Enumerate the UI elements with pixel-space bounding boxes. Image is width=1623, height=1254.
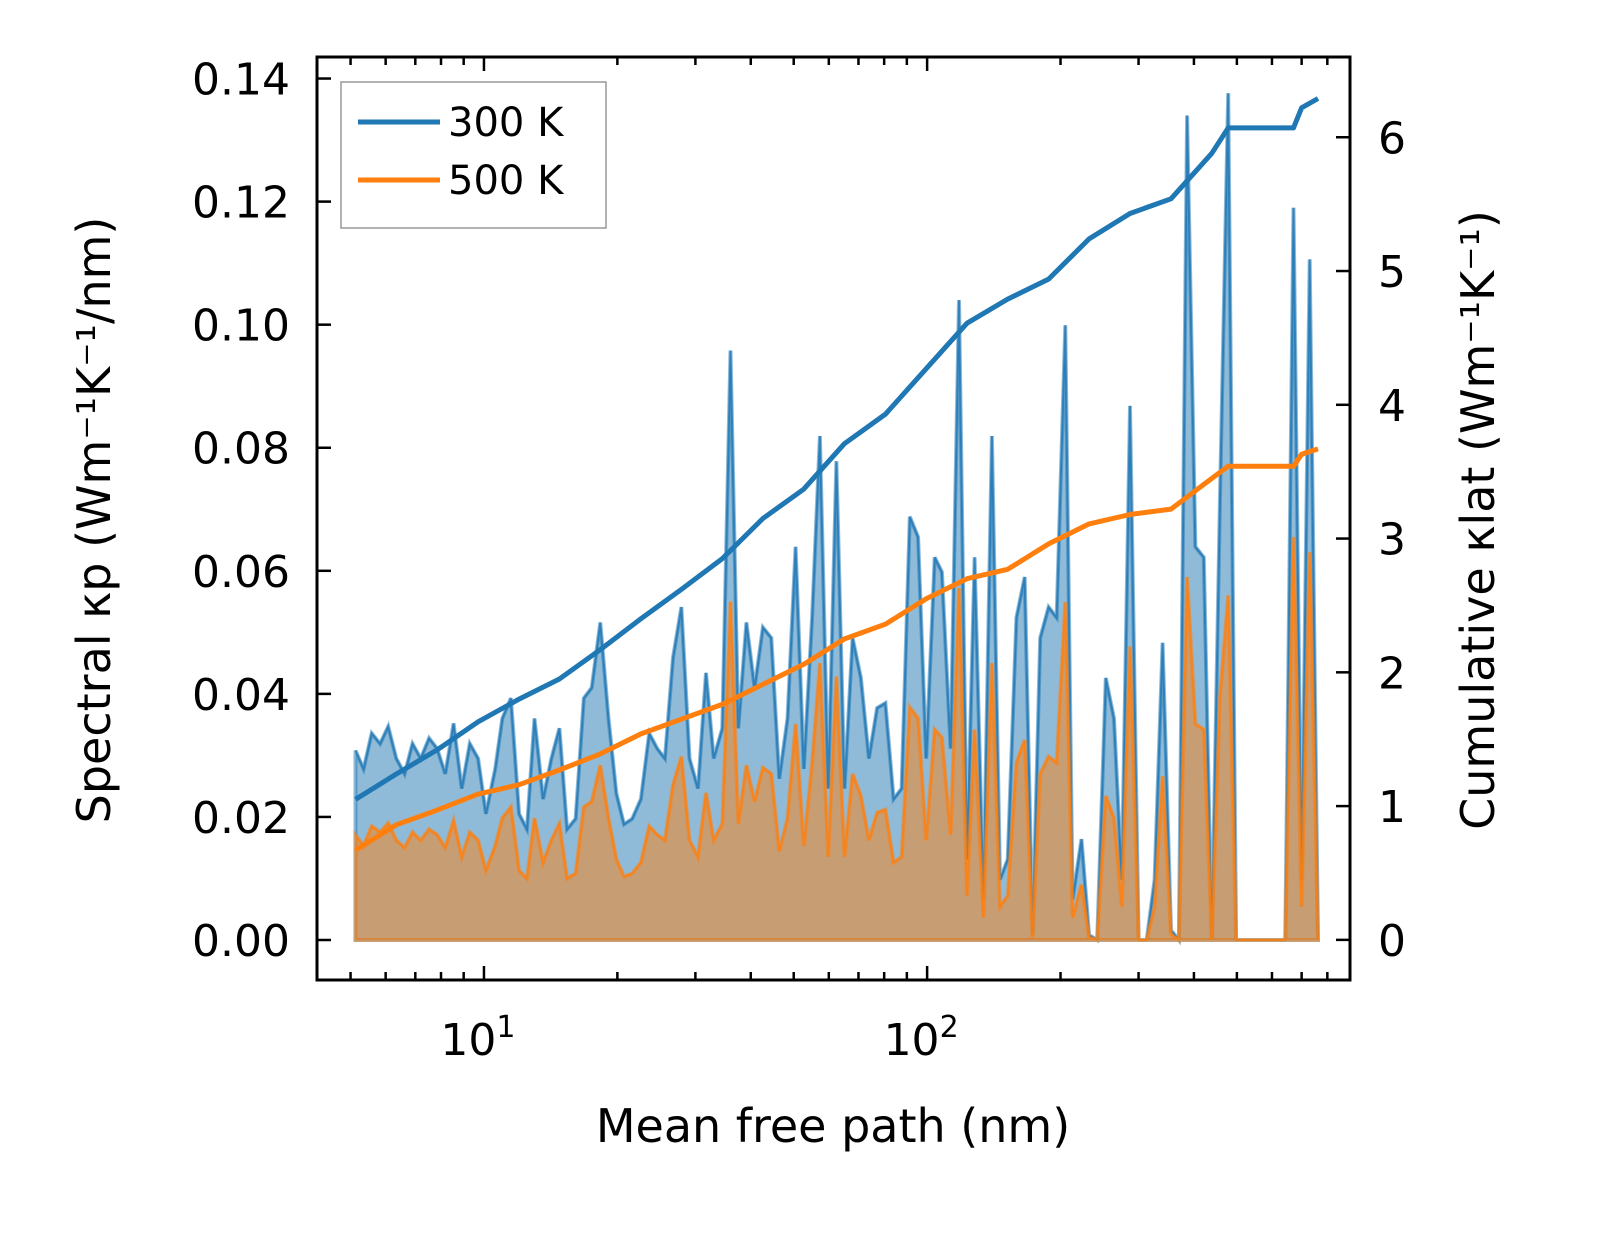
legend-label-300k: 300 K [448,100,565,146]
x-axis-label: Mean free path (nm) [596,1099,1070,1153]
y-right-tick-label: 4 [1378,381,1406,432]
spectral-fills [353,93,1321,946]
y-right-tick-label: 0 [1378,916,1406,967]
y-right-tick-label: 2 [1378,648,1406,699]
y-right-tick-label: 3 [1378,515,1406,566]
x-tick-label: 102 [884,1010,959,1066]
tick-labels: 101 102 0.00 0.02 0.04 0.06 0.08 0.10 0.12 0.14 0 1… [192,55,1406,1066]
legend-label-500k: 500 K [448,158,565,204]
legend-box [340,81,607,229]
y-left-tick-label: 0.08 [192,424,290,475]
series-lines [354,96,1320,853]
y-left-tick-label: 0.12 [192,178,290,229]
plot-frame [315,55,1352,982]
y-left-tick-label: 0.04 [192,670,290,721]
y-axis-left-label: Spectral κp (Wm⁻¹K⁻¹/nm) [67,217,121,824]
y-axis-right-label: Cumulative κlat (Wm⁻¹K⁻¹) [1451,210,1505,830]
y-right-tick-label: 1 [1378,782,1406,833]
y-left-tick-label: 0.10 [192,301,290,352]
y-left-tick-label: 0.14 [192,55,290,106]
y-left-tick-label: 0.06 [192,547,290,598]
legend: 300 K 500 K [340,81,607,229]
y-right-tick-label: 5 [1378,247,1406,298]
x-tick-label: 101 [440,1010,515,1066]
y-left-tick-label: 0.02 [192,793,290,844]
y-left-tick-label: 0.00 [192,916,290,967]
y-right-tick-label: 6 [1378,113,1406,164]
